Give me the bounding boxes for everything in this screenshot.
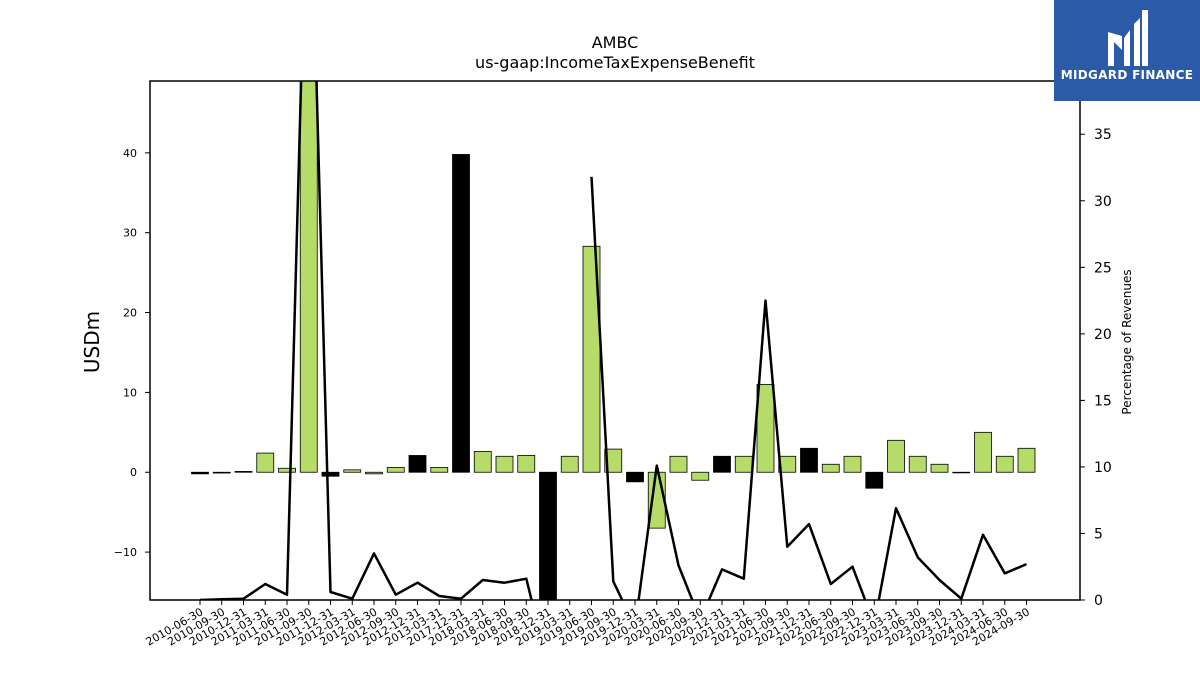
y2-axis-ticks: 0 5 10 15 20 25 30 35 bbox=[1080, 127, 1112, 609]
bar-2010-06-30 bbox=[191, 471, 209, 475]
bar-2011-09-30 bbox=[299, 81, 318, 473]
bar-2024-09-30 bbox=[1017, 447, 1036, 473]
bar-2022-09-30 bbox=[843, 455, 862, 473]
y-tick-label: 10 bbox=[123, 386, 137, 399]
y-tick-label: 40 bbox=[123, 147, 137, 160]
bar-2017-12-31 bbox=[452, 154, 470, 473]
y-tick-label: −10 bbox=[114, 546, 137, 559]
logo-text: MIDGARD FINANCE bbox=[1060, 68, 1194, 82]
bar-2023-12-31 bbox=[952, 471, 971, 474]
bar-2018-06-30 bbox=[495, 455, 514, 473]
bar-2011-12-31 bbox=[321, 471, 340, 477]
percentage-line bbox=[199, 81, 1027, 600]
y-axis-ticks: −10 0 10 20 30 40 bbox=[114, 147, 150, 559]
bar-2019-03-31 bbox=[560, 455, 579, 473]
y2-tick-label: 30 bbox=[1094, 194, 1112, 210]
plot-frame bbox=[149, 80, 1081, 601]
bar-2023-03-31 bbox=[887, 439, 905, 473]
bar-2022-12-31 bbox=[865, 471, 884, 489]
bar-2011-06-30 bbox=[278, 467, 296, 473]
bar-2018-03-31 bbox=[473, 451, 492, 473]
bar-series bbox=[191, 81, 1036, 600]
y2-axis-label: Percentage of Revenues bbox=[1120, 269, 1134, 414]
y2-tick-label: 0 bbox=[1094, 593, 1103, 609]
bar-2023-09-30 bbox=[930, 463, 949, 473]
y-tick-label: 0 bbox=[130, 466, 137, 479]
bar-2010-09-30 bbox=[212, 471, 231, 474]
bar-2020-06-30 bbox=[669, 455, 688, 473]
chart-title: AMBC bbox=[592, 33, 639, 52]
bar-2023-06-30 bbox=[908, 455, 927, 473]
chart-subtitle: us-gaap:IncomeTaxExpenseBenefit bbox=[475, 53, 755, 72]
bar-2010-12-31 bbox=[234, 471, 253, 473]
y2-tick-label: 25 bbox=[1094, 260, 1112, 276]
y2-tick-label: 20 bbox=[1094, 327, 1112, 343]
bar-2020-03-31 bbox=[647, 471, 666, 529]
bar-2018-12-31 bbox=[539, 471, 557, 600]
bar-2012-12-31 bbox=[408, 455, 427, 473]
logo-mark-icon bbox=[1108, 10, 1148, 66]
y-tick-label: 20 bbox=[123, 307, 137, 320]
bar-2019-09-30 bbox=[604, 448, 623, 473]
y2-tick-label: 35 bbox=[1094, 127, 1112, 143]
line-series bbox=[199, 81, 1027, 600]
x-axis-ticks: 2010-06-302010-09-302010-12-312011-03-31… bbox=[144, 600, 1032, 649]
y-tick-label: 30 bbox=[123, 227, 137, 240]
bar-2020-09-30 bbox=[691, 471, 710, 481]
brand-logo: MIDGARD FINANCE bbox=[1054, 0, 1200, 101]
bar-2013-03-31 bbox=[430, 467, 449, 473]
bar-2022-06-30 bbox=[821, 463, 840, 473]
bar-2019-06-30 bbox=[582, 245, 601, 473]
bar-2020-12-31 bbox=[713, 455, 731, 473]
y2-tick-label: 15 bbox=[1094, 393, 1112, 409]
bar-2021-03-31 bbox=[734, 455, 753, 473]
bar-2019-12-31 bbox=[626, 471, 644, 483]
y2-tick-label: 10 bbox=[1094, 460, 1112, 476]
bar-2024-06-30 bbox=[995, 455, 1014, 473]
bar-2021-06-30 bbox=[756, 384, 775, 473]
y-axis-label: USDm bbox=[80, 311, 104, 373]
bar-2024-03-31 bbox=[974, 431, 992, 473]
bar-2012-06-30 bbox=[365, 471, 383, 475]
y2-tick-label: 5 bbox=[1094, 526, 1103, 542]
bar-2021-12-31 bbox=[800, 447, 818, 473]
bar-2012-09-30 bbox=[386, 467, 405, 473]
bar-2011-03-31 bbox=[256, 452, 275, 473]
bar-2018-09-30 bbox=[517, 455, 536, 473]
bar-2012-03-31 bbox=[343, 469, 362, 473]
